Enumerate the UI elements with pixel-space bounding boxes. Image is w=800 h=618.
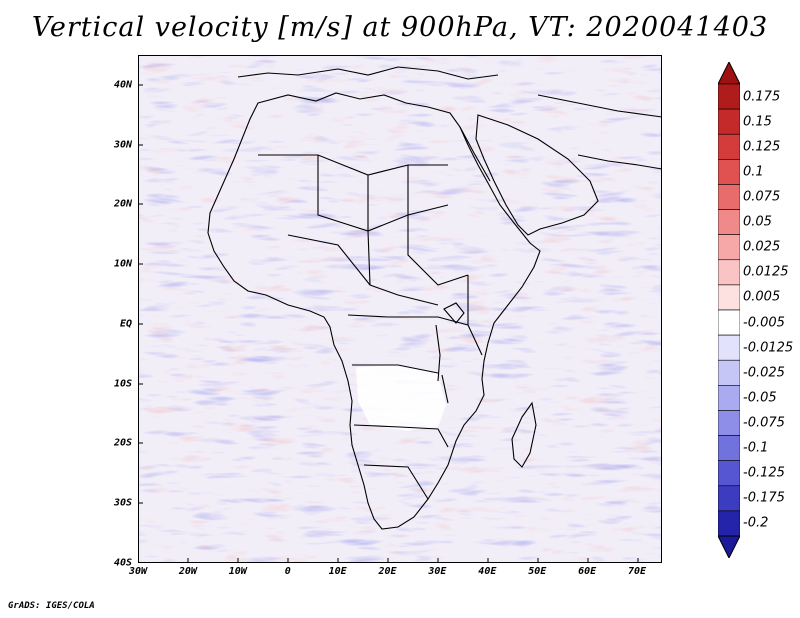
colorbar-label: 0.075 xyxy=(743,189,781,205)
colorbar-label: 0.1 xyxy=(743,164,764,180)
colorbar-segment xyxy=(718,184,740,210)
colorbar-label: -0.005 xyxy=(743,315,785,331)
colorbar-label: 0.0125 xyxy=(743,264,789,280)
lon-label: 0 xyxy=(284,566,291,577)
colorbar-label: -0.125 xyxy=(743,465,785,481)
colorbar-label: -0.0125 xyxy=(743,340,794,356)
lon-label: 10E xyxy=(328,566,347,577)
colorbar xyxy=(718,62,740,558)
colorbar-bottom-arrow xyxy=(718,535,740,558)
lon-label: 10W xyxy=(228,566,247,577)
lon-label: 30W xyxy=(128,566,148,577)
colorbar-segment xyxy=(718,334,740,361)
colorbar-segment xyxy=(718,83,740,110)
colorbar-label: -0.2 xyxy=(743,515,769,531)
lon-label: 70E xyxy=(628,566,647,577)
colorbar-label: -0.025 xyxy=(743,365,785,381)
colorbar-label: -0.075 xyxy=(743,415,785,431)
vertical-velocity-field xyxy=(138,55,662,563)
colorbar-top-arrow xyxy=(718,62,740,85)
colorbar-segment xyxy=(718,309,740,336)
colorbar-segment xyxy=(718,159,740,185)
colorbar-segment xyxy=(718,284,740,311)
lat-label: 40S xyxy=(113,557,132,569)
colorbar-segment xyxy=(718,485,740,512)
colorbar-segment xyxy=(718,108,740,135)
lon-label: 20W xyxy=(178,566,197,577)
colorbar-label: 0.15 xyxy=(743,114,772,130)
lat-label: 40N xyxy=(113,79,132,91)
colorbar-label: -0.05 xyxy=(743,390,777,406)
lat-label: 10S xyxy=(113,378,132,390)
map-title: Vertical velocity [m/s] at 900hPa, VT: 2… xyxy=(31,12,769,43)
colorbar-segment xyxy=(718,133,740,160)
lon-label: 60E xyxy=(578,566,597,577)
colorbar-label: 0.025 xyxy=(743,239,781,255)
colorbar-label: 0.05 xyxy=(743,214,772,230)
colorbar-segment xyxy=(718,209,740,235)
lat-label: 10N xyxy=(113,258,132,270)
colorbar-label: -0.175 xyxy=(743,490,785,506)
colorbar-label: 0.005 xyxy=(743,289,781,305)
colorbar-segment xyxy=(718,359,740,386)
colorbar-label: 0.125 xyxy=(743,139,781,155)
lat-label: EQ xyxy=(119,318,132,330)
colorbar-segment xyxy=(718,259,740,286)
colorbar-segment xyxy=(718,510,740,537)
colorbar-label: -0.1 xyxy=(743,440,769,456)
lon-label: 40E xyxy=(478,566,497,577)
colorbar-label: 0.175 xyxy=(743,89,781,105)
map-panel xyxy=(138,55,662,563)
lat-label: 20S xyxy=(113,437,132,449)
lon-label: 50E xyxy=(528,566,547,577)
grads-credit: GrADS: IGES/COLA xyxy=(8,601,95,611)
lat-label: 30S xyxy=(113,497,132,509)
colorbar-segment xyxy=(718,385,740,411)
lat-label: 30N xyxy=(113,139,132,151)
colorbar-segment xyxy=(718,460,740,487)
lat-label: 20N xyxy=(113,198,132,210)
lon-label: 30E xyxy=(428,566,447,577)
colorbar-segment xyxy=(718,435,740,461)
colorbar-segment xyxy=(718,410,740,436)
colorbar-segment xyxy=(718,234,740,261)
lon-label: 20E xyxy=(378,566,397,577)
axis-ticks xyxy=(138,84,639,563)
